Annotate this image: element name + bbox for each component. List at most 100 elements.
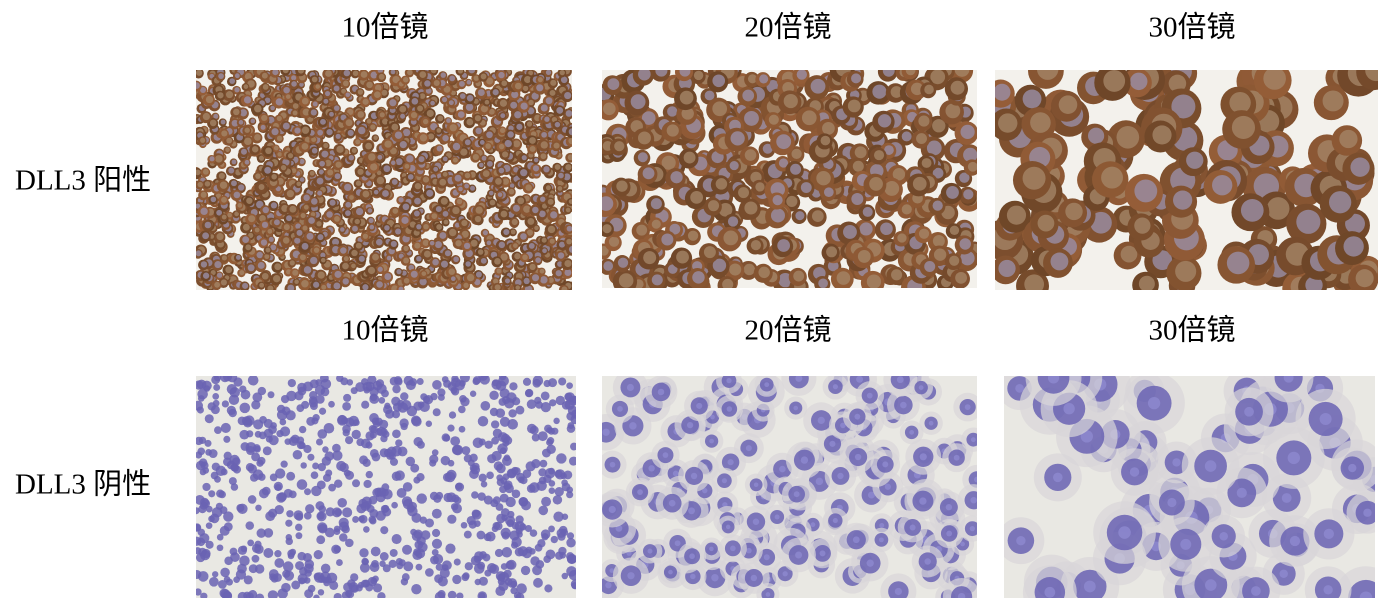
nucleus bbox=[368, 153, 376, 161]
nucleus bbox=[791, 148, 802, 160]
nucleus bbox=[248, 215, 256, 223]
nucleus bbox=[568, 128, 572, 136]
nucleus bbox=[1350, 157, 1370, 177]
cell bbox=[447, 424, 455, 432]
nucleus bbox=[425, 88, 432, 94]
nucleus bbox=[450, 276, 456, 282]
nucleus bbox=[651, 219, 661, 229]
nucleus bbox=[679, 90, 694, 105]
nucleus bbox=[466, 79, 472, 85]
nucleus bbox=[730, 131, 745, 146]
nucleus bbox=[800, 182, 812, 193]
nucleus bbox=[238, 184, 245, 191]
nucleus bbox=[540, 104, 548, 112]
nucleus bbox=[333, 105, 340, 111]
nucleus bbox=[616, 180, 628, 192]
nucleus bbox=[1058, 95, 1078, 114]
nucleus bbox=[722, 278, 734, 288]
nucleus bbox=[265, 247, 271, 253]
nucleus bbox=[541, 237, 547, 243]
nucleus bbox=[744, 111, 759, 126]
nucleus bbox=[538, 210, 546, 218]
nucleus bbox=[778, 158, 789, 168]
nucleus bbox=[316, 177, 324, 185]
nucleus bbox=[204, 221, 212, 229]
nucleus bbox=[308, 217, 315, 224]
nucleus bbox=[642, 167, 655, 180]
nucleus bbox=[603, 261, 614, 271]
nucleus bbox=[847, 99, 861, 113]
nucleus bbox=[679, 70, 691, 77]
nucleus bbox=[329, 199, 336, 206]
nucleus bbox=[200, 137, 206, 143]
nucleus bbox=[456, 198, 463, 205]
nucleus bbox=[508, 188, 515, 195]
nucleus bbox=[475, 271, 482, 278]
nucleus bbox=[231, 159, 237, 165]
nucleus bbox=[317, 234, 324, 241]
nucleus bbox=[234, 73, 240, 79]
nucleus bbox=[250, 118, 256, 124]
nucleus bbox=[557, 261, 563, 267]
nucleus bbox=[932, 119, 946, 133]
nucleus bbox=[1103, 70, 1126, 92]
nucleus bbox=[323, 143, 329, 149]
nucleus bbox=[873, 150, 885, 161]
nucleus bbox=[257, 261, 265, 269]
nucleus bbox=[286, 190, 295, 198]
nucleus bbox=[398, 286, 404, 290]
nucleus bbox=[435, 206, 442, 213]
nucleus bbox=[553, 142, 560, 149]
nucleus bbox=[391, 123, 399, 131]
cell bbox=[198, 436, 207, 444]
nucleus bbox=[666, 124, 679, 137]
nucleus bbox=[255, 173, 261, 179]
nucleus bbox=[494, 258, 501, 265]
nucleus bbox=[410, 270, 418, 278]
nucleus bbox=[334, 270, 342, 278]
nucleus bbox=[762, 143, 773, 154]
nucleus bbox=[502, 178, 509, 185]
nucleus bbox=[423, 250, 431, 258]
nucleus bbox=[335, 133, 341, 139]
nucleus bbox=[200, 207, 208, 216]
nucleus bbox=[414, 197, 421, 205]
nucleus bbox=[998, 259, 1016, 278]
nucleus bbox=[460, 148, 468, 156]
nucleus bbox=[287, 153, 294, 159]
nucleus bbox=[310, 198, 318, 205]
nucleus bbox=[498, 71, 505, 79]
nucleus bbox=[352, 70, 359, 77]
nucleus bbox=[301, 97, 309, 105]
nucleus bbox=[443, 219, 449, 225]
nucleus bbox=[564, 91, 572, 100]
nucleus bbox=[345, 119, 353, 127]
nucleus bbox=[238, 120, 244, 125]
nucleus bbox=[327, 169, 334, 176]
nucleus bbox=[377, 266, 383, 272]
nucleus bbox=[528, 70, 534, 76]
nucleus bbox=[783, 93, 798, 109]
nucleus bbox=[294, 237, 301, 244]
nucleus bbox=[1226, 251, 1250, 275]
nucleus bbox=[272, 275, 281, 283]
nucleus bbox=[214, 281, 221, 288]
nucleus bbox=[424, 80, 431, 87]
nucleus bbox=[1101, 166, 1123, 189]
nucleus bbox=[417, 105, 424, 112]
nucleus bbox=[524, 75, 532, 84]
nucleus bbox=[1090, 211, 1112, 234]
nucleus bbox=[461, 230, 469, 238]
nucleus bbox=[276, 135, 283, 142]
nucleus bbox=[401, 216, 409, 224]
nucleus bbox=[488, 108, 495, 115]
nucleus bbox=[282, 237, 290, 244]
nucleus bbox=[565, 110, 572, 117]
nucleus bbox=[924, 84, 934, 95]
nucleus bbox=[555, 270, 562, 277]
nucleus bbox=[261, 221, 269, 229]
nucleus bbox=[492, 89, 499, 96]
cell bbox=[280, 460, 288, 468]
column-header: 10倍镜 bbox=[341, 11, 428, 44]
nucleus bbox=[890, 86, 903, 98]
